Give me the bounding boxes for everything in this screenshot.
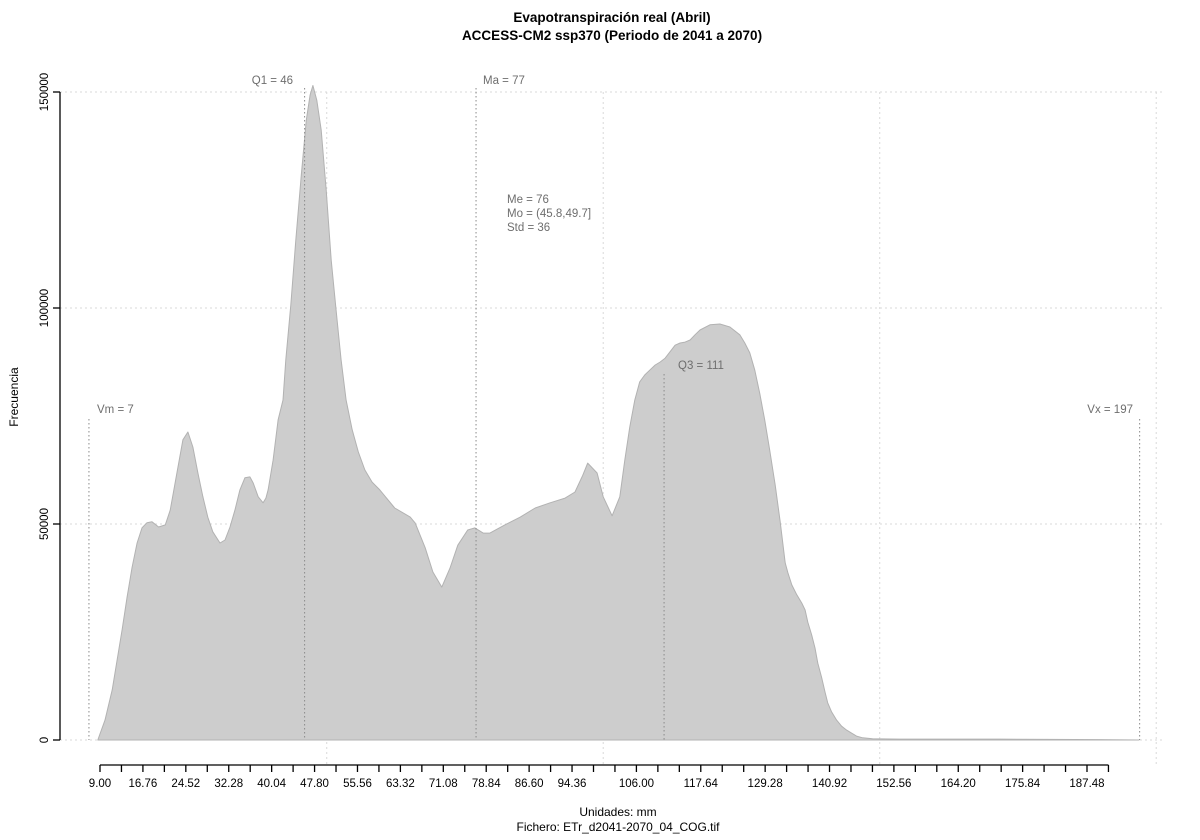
y-tick-label: 150000 bbox=[39, 73, 51, 111]
annotation-label-vm: Vm = 7 bbox=[97, 404, 134, 416]
frequency-area bbox=[97, 85, 1140, 741]
stats-line-2: Std = 36 bbox=[507, 222, 550, 234]
x-tick-label: 152.56 bbox=[876, 778, 911, 790]
annotation-label-vx: Vx = 197 bbox=[1087, 404, 1133, 416]
x-tick-label: 117.64 bbox=[684, 778, 719, 790]
y-tick-label: 100000 bbox=[39, 289, 51, 327]
y-axis-title: Frecuencia bbox=[7, 367, 21, 427]
x-tick-label: 129.28 bbox=[748, 778, 783, 790]
x-tick-label: 40.04 bbox=[257, 778, 286, 790]
x-tick-label: 175.84 bbox=[1005, 778, 1041, 790]
y-tick-label: 0 bbox=[39, 737, 51, 743]
annotation-label-q1: Q1 = 46 bbox=[252, 75, 293, 87]
x-tick-label: 9.00 bbox=[89, 778, 111, 790]
x-tick-label: 106.00 bbox=[619, 778, 654, 790]
x-tick-label: 16.76 bbox=[129, 778, 158, 790]
x-tick-label: 63.32 bbox=[386, 778, 415, 790]
y-tick-label: 50000 bbox=[39, 508, 51, 540]
x-tick-label: 86.60 bbox=[515, 778, 544, 790]
x-tick-label: 71.08 bbox=[429, 778, 458, 790]
x-tick-label: 55.56 bbox=[343, 778, 372, 790]
x-tick-label: 78.84 bbox=[472, 778, 501, 790]
x-tick-label: 164.20 bbox=[941, 778, 976, 790]
x-tick-label: 47.80 bbox=[300, 778, 329, 790]
file-caption: Fichero: ETr_d2041-2070_04_COG.tif bbox=[516, 820, 720, 834]
chart-subtitle: ACCESS-CM2 ssp370 (Periodo de 2041 a 207… bbox=[461, 28, 763, 43]
stats-line-1: Mo = (45.8,49.7] bbox=[507, 208, 591, 220]
chart-title: Evapotranspiración real (Abril) bbox=[513, 10, 711, 25]
x-tick-label: 32.28 bbox=[214, 778, 243, 790]
units-caption: Unidades: mm bbox=[579, 805, 657, 819]
x-tick-label: 140.92 bbox=[812, 778, 847, 790]
annotation-label-ma: Ma = 77 bbox=[483, 75, 525, 87]
x-tick-label: 187.48 bbox=[1069, 778, 1104, 790]
stats-line-0: Me = 76 bbox=[507, 194, 549, 206]
x-tick-label: 24.52 bbox=[171, 778, 200, 790]
annotation-label-q3: Q3 = 111 bbox=[678, 360, 724, 372]
x-tick-label: 94.36 bbox=[558, 778, 587, 790]
